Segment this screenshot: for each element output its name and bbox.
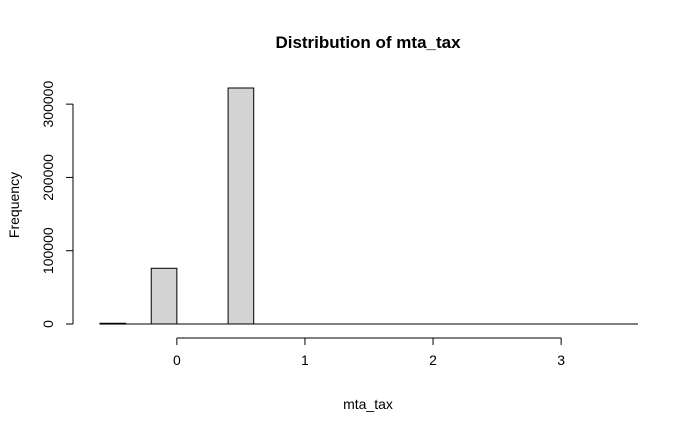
y-tick-label: 300000 bbox=[40, 81, 56, 128]
x-tick-label: 3 bbox=[557, 352, 565, 368]
x-tick-label: 0 bbox=[173, 352, 181, 368]
histogram-bar-2 bbox=[150, 267, 178, 325]
x-tick-label: 1 bbox=[301, 352, 309, 368]
x-tick-label: 2 bbox=[429, 352, 437, 368]
y-axis: 0 100000 200000 300000 bbox=[40, 81, 74, 328]
chart-title: Distribution of mta_tax bbox=[275, 33, 461, 52]
x-axis-label: mta_tax bbox=[343, 396, 393, 412]
bars-group bbox=[99, 87, 255, 325]
y-tick-label: 200000 bbox=[40, 154, 56, 201]
histogram-bar-5 bbox=[227, 87, 255, 325]
y-tick-label: 0 bbox=[40, 320, 56, 328]
x-axis: 0 1 2 3 bbox=[173, 337, 565, 368]
y-axis-label: Frequency bbox=[6, 172, 22, 238]
y-tick-label: 100000 bbox=[40, 227, 56, 274]
